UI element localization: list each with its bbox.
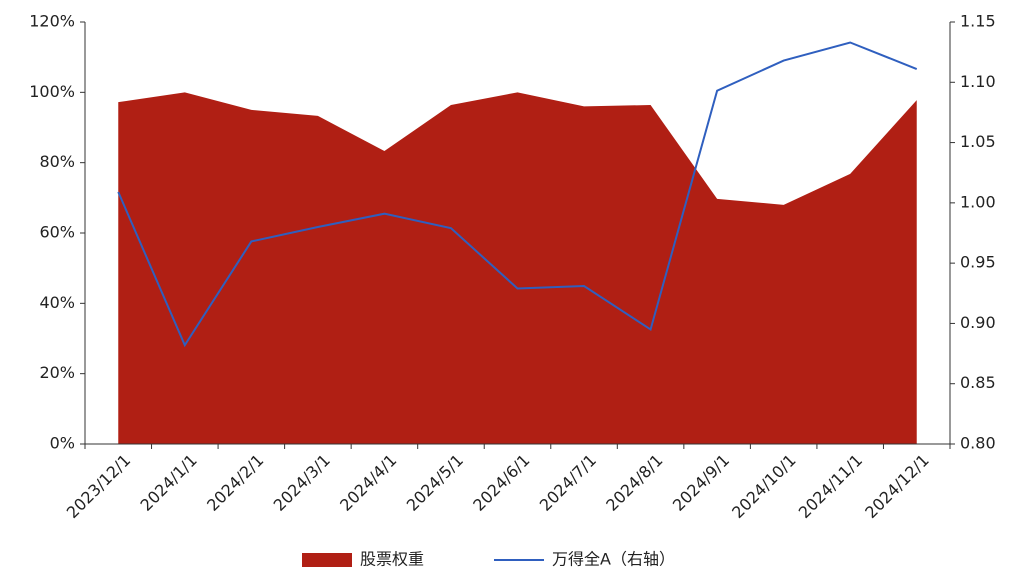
y2-tick-label: 1.10 [960, 72, 996, 91]
y-tick-label: 60% [39, 223, 75, 242]
y2-tick-label: 0.90 [960, 313, 996, 332]
x-tick-label: 2024/3/1 [270, 451, 334, 515]
y-tick-label: 120% [29, 12, 75, 31]
y2-tick-label: 0.95 [960, 253, 996, 272]
x-tick-label: 2024/11/1 [795, 451, 866, 522]
y2-tick-label: 0.80 [960, 434, 996, 453]
y-tick-label: 100% [29, 82, 75, 101]
x-tick-label: 2024/4/1 [336, 451, 400, 515]
y2-tick-label: 1.05 [960, 132, 996, 151]
x-tick-label: 2024/2/1 [203, 451, 267, 515]
y-tick-label: 80% [39, 152, 75, 171]
y2-tick-label: 0.85 [960, 373, 996, 392]
x-tick-label: 2024/6/1 [469, 451, 533, 515]
x-tick-label: 2023/12/1 [63, 451, 134, 522]
line [117, 41, 918, 348]
x-tick-label: 2024/7/1 [536, 451, 600, 515]
legend-swatch [302, 553, 352, 567]
x-tick-label: 2024/10/1 [728, 451, 799, 522]
area [118, 92, 917, 444]
x-tick-label: 2024/8/1 [602, 451, 666, 515]
x-tick-label: 2024/5/1 [403, 451, 467, 515]
x-tick-label: 2024/12/1 [861, 451, 932, 522]
x-tick-label: 2024/1/1 [137, 451, 201, 515]
x-tick-label: 2024/9/1 [669, 451, 733, 515]
legend-label: 万得全A（右轴） [552, 550, 675, 569]
y-tick-label: 0% [50, 434, 75, 453]
y2-tick-label: 1.00 [960, 192, 996, 211]
y-tick-label: 20% [39, 363, 75, 382]
y2-tick-label: 1.15 [960, 12, 996, 31]
y-tick-label: 40% [39, 293, 75, 312]
legend-label: 股票权重 [360, 550, 424, 569]
